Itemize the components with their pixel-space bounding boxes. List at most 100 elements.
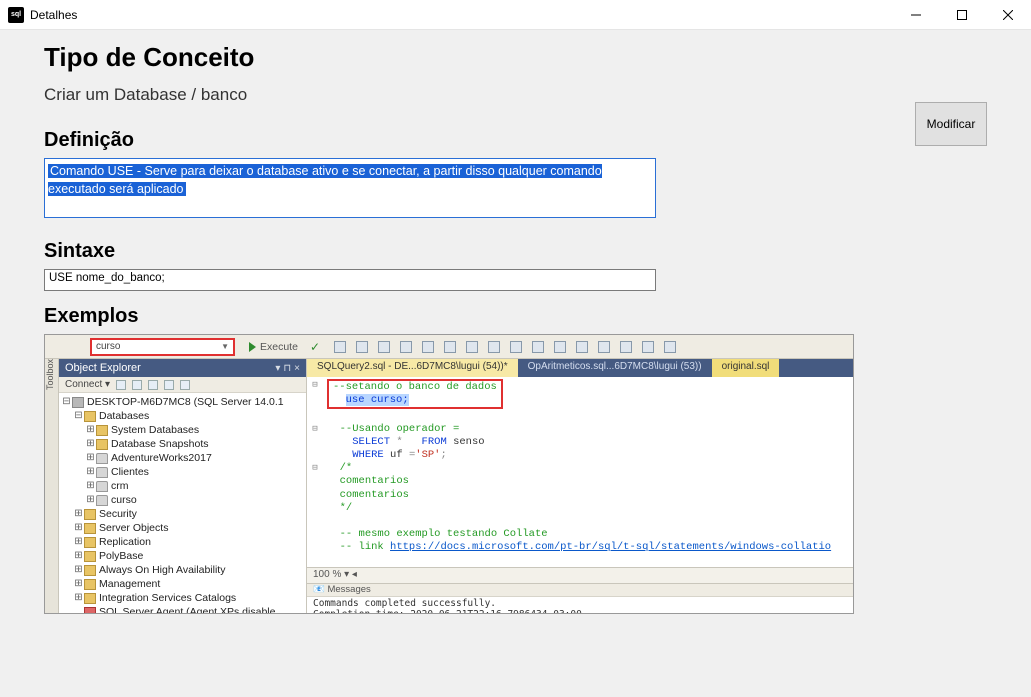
execute-label: Execute: [260, 341, 298, 353]
tree-system-db[interactable]: System Databases: [111, 423, 199, 437]
pin-icon[interactable]: ⊓: [283, 363, 291, 374]
editor-tab[interactable]: original.sql: [712, 359, 780, 377]
object-explorer-title: Object Explorer: [65, 362, 141, 374]
window-controls: [893, 0, 1031, 29]
execute-button[interactable]: Execute: [249, 341, 298, 353]
tree-aoha[interactable]: Always On High Availability: [99, 563, 225, 577]
window-title: Detalhes: [30, 8, 893, 22]
tree-clientes[interactable]: Clientes: [111, 465, 149, 479]
toolbar-icon[interactable]: [620, 341, 632, 353]
folder-icon: [96, 425, 108, 436]
tree-security[interactable]: Security: [99, 507, 137, 521]
toolbar-icon[interactable]: [356, 341, 368, 353]
folder-icon: [84, 411, 96, 422]
object-explorer-tools: ▾⊓×: [272, 362, 300, 374]
minimize-button[interactable]: [893, 0, 939, 29]
tree-management[interactable]: Management: [99, 577, 160, 591]
tree-adventure[interactable]: AdventureWorks2017: [111, 451, 212, 465]
play-icon: [249, 342, 256, 352]
toolbar-icon[interactable]: [664, 341, 676, 353]
folder-icon: [84, 509, 96, 520]
definicao-textbox[interactable]: Comando USE - Serve para deixar o databa…: [44, 158, 656, 218]
database-icon: [96, 467, 108, 478]
tree-agent[interactable]: SQL Server Agent (Agent XPs disable: [99, 605, 275, 614]
app-icon-label: sql: [11, 11, 21, 18]
object-explorer-connect-bar: Connect ▾: [59, 377, 306, 393]
toolbar-icon[interactable]: [488, 341, 500, 353]
folder-icon: [84, 523, 96, 534]
ssms-side-strip: Toolbox: [45, 359, 59, 613]
outline-toggle-icon[interactable]: ⊟: [309, 423, 321, 436]
toolbar-icon[interactable]: [554, 341, 566, 353]
folder-icon: [84, 565, 96, 576]
message-line: Completion time: 2020-06-21T22:16.798643…: [313, 609, 847, 614]
code-token: WHERE: [352, 449, 384, 461]
tree-server[interactable]: DESKTOP-M6D7MC8 (SQL Server 14.0.1: [87, 395, 284, 409]
tree-isc[interactable]: Integration Services Catalogs: [99, 591, 236, 605]
toolbar-icon[interactable]: [164, 380, 174, 390]
code-token: SELECT: [352, 436, 390, 448]
editor-tab[interactable]: OpAritmeticos.sql...6D7MC8\lugui (53)): [518, 359, 712, 377]
agent-icon: [84, 607, 96, 615]
messages-tab-label: Messages: [327, 584, 370, 595]
toolbar-icon[interactable]: [642, 341, 654, 353]
page-subtitle: Criar um Database / banco: [44, 85, 987, 105]
tree-replication[interactable]: Replication: [99, 535, 151, 549]
chevron-down-icon: ▼: [221, 342, 229, 351]
toolbar-icon[interactable]: [180, 380, 190, 390]
folder-icon: [84, 579, 96, 590]
code-link[interactable]: https://docs.microsoft.com/pt-br/sql/t-s…: [390, 541, 831, 553]
toolbar-icon[interactable]: [422, 341, 434, 353]
database-icon: [96, 495, 108, 506]
toolbar-icon[interactable]: [132, 380, 142, 390]
tree-db-snapshots[interactable]: Database Snapshots: [111, 437, 208, 451]
dropdown-icon[interactable]: ▾: [275, 363, 280, 374]
toolbar-icon[interactable]: [378, 341, 390, 353]
toolbar-icon[interactable]: [400, 341, 412, 353]
toolbar-icon[interactable]: [510, 341, 522, 353]
editor-tab-active[interactable]: SQLQuery2.sql - DE...6D7MC8\lugui (54))*: [307, 359, 518, 377]
outline-toggle-icon[interactable]: ⊟: [309, 462, 321, 475]
outline-toggle-icon[interactable]: ⊟: [309, 379, 321, 392]
tree-databases[interactable]: Databases: [99, 409, 149, 423]
code-editor[interactable]: ⊟ --setando o banco de dados use curso; ⊟…: [307, 377, 853, 567]
tree-curso[interactable]: curso: [111, 493, 137, 507]
toolbar-icon[interactable]: [466, 341, 478, 353]
toolbar-icon[interactable]: [532, 341, 544, 353]
toolbar-icon[interactable]: [116, 380, 126, 390]
folder-icon: [84, 551, 96, 562]
database-icon: [96, 481, 108, 492]
app-icon: sql: [8, 7, 24, 23]
close-button[interactable]: [985, 0, 1031, 29]
code-token: -- link: [340, 541, 390, 553]
messages-tab[interactable]: 📧 Messages: [313, 584, 371, 595]
toolbar-icon[interactable]: [598, 341, 610, 353]
folder-icon: [84, 593, 96, 604]
editor-panel: SQLQuery2.sql - DE...6D7MC8\lugui (54))*…: [307, 359, 853, 613]
code-line: --setando o banco de dados: [333, 381, 497, 393]
close-icon[interactable]: ×: [294, 363, 300, 374]
connect-dropdown[interactable]: Connect ▾: [65, 379, 110, 390]
toolbar-icon[interactable]: [148, 380, 158, 390]
toolbox-label: Toolbox: [45, 359, 55, 394]
tree-polybase[interactable]: PolyBase: [99, 549, 143, 563]
database-selector-value: curso: [96, 341, 120, 352]
code-token: ;: [440, 449, 446, 461]
code-line: comentarios: [340, 489, 409, 501]
tree-server-objects[interactable]: Server Objects: [99, 521, 168, 535]
maximize-button[interactable]: [939, 0, 985, 29]
toolbar-icon[interactable]: [444, 341, 456, 353]
toolbar-icon[interactable]: [576, 341, 588, 353]
toolbar-icon[interactable]: [334, 341, 346, 353]
code-line: -- mesmo exemplo testando Collate: [340, 528, 548, 540]
tree-crm[interactable]: crm: [111, 479, 129, 493]
example-screenshot: curso ▼ Execute ✓ Toolbox Object Explore…: [44, 334, 854, 614]
object-explorer-panel: Object Explorer ▾⊓× Connect ▾ ⊟DESKTOP-M…: [59, 359, 307, 613]
code-line: --Usando operador =: [340, 423, 460, 435]
code-line: use curso;: [346, 394, 409, 406]
object-explorer-tree[interactable]: ⊟DESKTOP-M6D7MC8 (SQL Server 14.0.1 ⊟Dat…: [59, 393, 306, 614]
database-selector[interactable]: curso ▼: [90, 338, 235, 356]
sintaxe-textbox[interactable]: USE nome_do_banco;: [44, 269, 656, 291]
folder-icon: [84, 537, 96, 548]
code-token: *: [390, 436, 409, 448]
